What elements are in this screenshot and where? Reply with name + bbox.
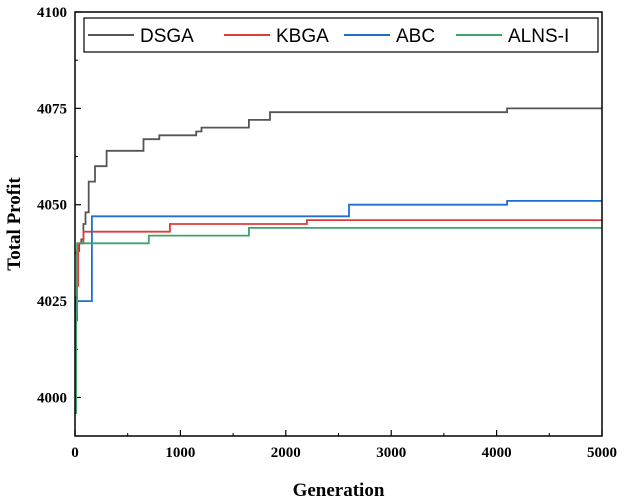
x-tick-label: 0 bbox=[71, 445, 79, 461]
x-tick-label: 2000 bbox=[271, 445, 301, 461]
axis-ticks bbox=[74, 11, 603, 436]
x-tick-label: 1000 bbox=[165, 445, 195, 461]
legend: DSGA KBGA ABC ALNS-I bbox=[83, 17, 599, 53]
x-tick-label: 4000 bbox=[482, 445, 512, 461]
y-axis-title: Total Profit bbox=[4, 177, 25, 271]
legend-box bbox=[83, 17, 599, 53]
series-line-dsga bbox=[75, 107, 602, 414]
y-tick-label: 4025 bbox=[37, 294, 67, 310]
series-line-abc bbox=[75, 200, 602, 414]
x-tick-label: 3000 bbox=[376, 445, 406, 461]
x-tick-label: 5000 bbox=[587, 445, 617, 461]
series-line-kbga bbox=[75, 219, 602, 414]
legend-label-alns-i: ALNS-I bbox=[508, 26, 569, 47]
plot-frame bbox=[74, 11, 603, 437]
y-tick-label: 4100 bbox=[37, 5, 67, 21]
x-axis-title: Generation bbox=[293, 480, 385, 501]
legend-label-abc: ABC bbox=[396, 26, 435, 47]
series-layer bbox=[75, 107, 602, 414]
legend-label-kbga: KBGA bbox=[276, 26, 329, 47]
y-tick-label: 4050 bbox=[37, 198, 67, 214]
y-tick-label: 4075 bbox=[37, 101, 67, 117]
tick-labels: 0 1000 2000 3000 4000 5000 4000 4025 4050 4075 410… bbox=[37, 5, 617, 461]
y-tick-label: 4000 bbox=[37, 390, 67, 406]
legend-label-dsga: DSGA bbox=[140, 26, 194, 47]
series-line-alns-i bbox=[75, 227, 602, 414]
